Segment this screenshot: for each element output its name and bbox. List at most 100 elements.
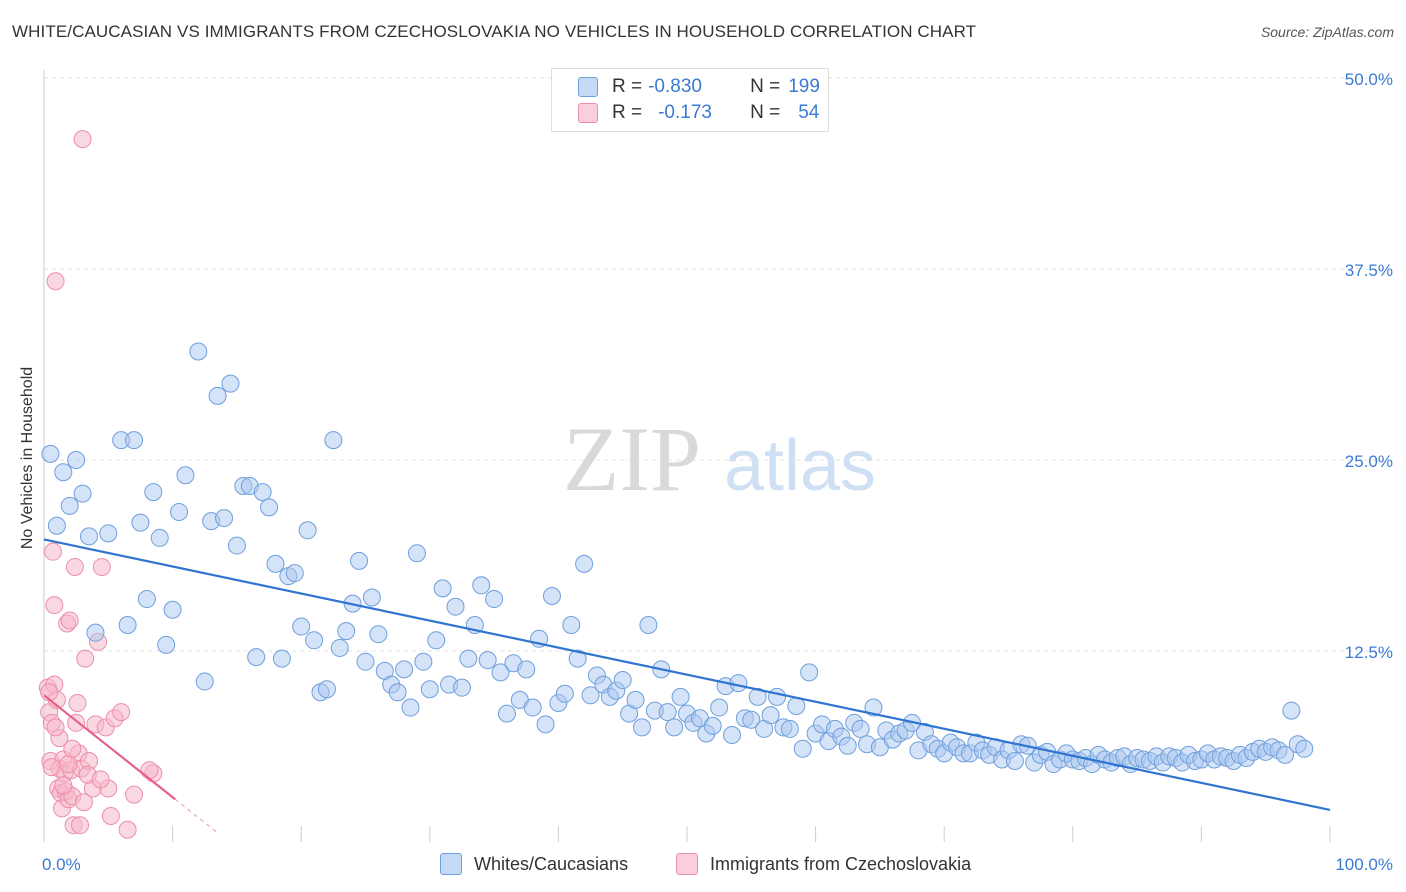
blue-point [1275,745,1294,764]
pink-point [60,611,79,630]
blue-point [324,431,343,450]
blue-point [41,444,60,463]
legend: R = -0.830 N = 199 R = -0.173 N = 54 [551,68,829,132]
pink-point [44,542,63,561]
blue-point [227,536,246,555]
blue-point [459,649,478,668]
blue-point [723,726,742,745]
blue-point [247,648,266,667]
blue-point [780,719,799,738]
watermark-atlas: atlas [724,426,876,506]
bottom-legend-immigrants: Immigrants from Czechoslovakia [676,852,971,876]
blue-point [427,631,446,650]
blue-point [144,483,163,502]
blue-point [266,554,285,573]
x-tick-label: 0.0% [42,855,81,874]
blue-point [125,431,144,450]
blue-point [317,680,336,699]
blue-point [86,623,105,642]
blue-point [272,649,291,668]
blue-point [748,687,767,706]
blue-point [793,739,812,758]
legend-n-value: 54 [798,102,820,123]
pink-point [101,807,120,826]
blue-point [420,680,439,699]
blue-point [54,463,73,482]
blue-point [285,564,304,583]
blue-point [137,590,156,609]
blue-point [356,652,375,671]
pink-point [91,770,110,789]
blue-point [671,687,690,706]
legend-swatch-pink [578,103,598,123]
blue-point [485,590,504,609]
pink-point [118,820,137,839]
blue-point [215,509,234,528]
blue-point [253,483,272,502]
chart-title: WHITE/CAUCASIAN VS IMMIGRANTS FROM CZECH… [12,22,977,41]
blue-point [555,684,574,703]
blue-point [864,698,883,717]
gridlines [44,77,1394,652]
y-tick-label: 12.5% [1345,643,1393,662]
blue-point [1005,752,1024,771]
blue-point [838,736,857,755]
blue-point [67,451,86,469]
blue-point [150,528,169,547]
blue-point [118,616,137,635]
blue-point [472,576,491,595]
legend-swatch-blue [578,77,598,97]
legend-r-value: -0.173 [658,102,712,123]
blue-point [350,551,369,570]
pink-point [140,761,159,780]
pink-point [125,785,144,804]
y-tick-label: 50.0% [1345,70,1393,89]
blue-point [337,622,356,641]
blue-point [787,697,806,716]
blue-point [157,635,176,654]
blue-point [632,718,651,737]
series-whites-caucasians [41,342,1314,774]
pink-point [112,703,131,722]
blue-point [729,674,748,693]
blue-point [1295,739,1314,758]
blue-point [388,683,407,702]
legend-r-value: -0.830 [648,76,702,97]
blue-point [665,718,684,737]
blue-point [298,521,317,540]
watermark: ZIP atlas [563,408,876,510]
blue-point [163,600,182,619]
y-tick-label: 37.5% [1345,261,1393,280]
blue-point [581,686,600,705]
blue-point [626,690,645,709]
blue-point [401,698,420,717]
pink-point [42,758,61,777]
blue-point [221,374,240,393]
legend-r-label: R = [612,102,643,123]
blue-point [851,719,870,738]
y-tick-label: 25.0% [1345,452,1393,471]
blue-point [305,631,324,650]
legend-row-whites: R = -0.830 N = 199 [578,75,820,99]
pink-point [76,649,95,668]
series-immigrants-czechoslovakia [38,130,163,839]
bottom-legend-swatch-pink [676,853,698,875]
tick-labels: 12.5% 25.0% 37.5% 50.0% 0.0% 100.0% [42,70,1393,874]
pink-point [46,718,65,737]
blue-point [60,496,79,515]
blue-point [562,616,581,635]
blue-point [189,342,208,361]
pink-point [74,793,93,812]
blue-point [761,706,780,725]
trend-line-immigrants-extension [174,798,218,834]
blue-point [131,513,150,532]
pink-point [45,596,64,615]
blue-point [446,597,465,616]
bottom-legend-whites: Whites/Caucasians [440,852,628,876]
bottom-legend-swatch-blue [440,853,462,875]
blue-point [330,638,349,657]
bottom-legend-label-immigrants: Immigrants from Czechoslovakia [710,853,972,874]
blue-point [491,663,510,682]
bottom-legend-label-whites: Whites/Caucasians [474,853,629,874]
